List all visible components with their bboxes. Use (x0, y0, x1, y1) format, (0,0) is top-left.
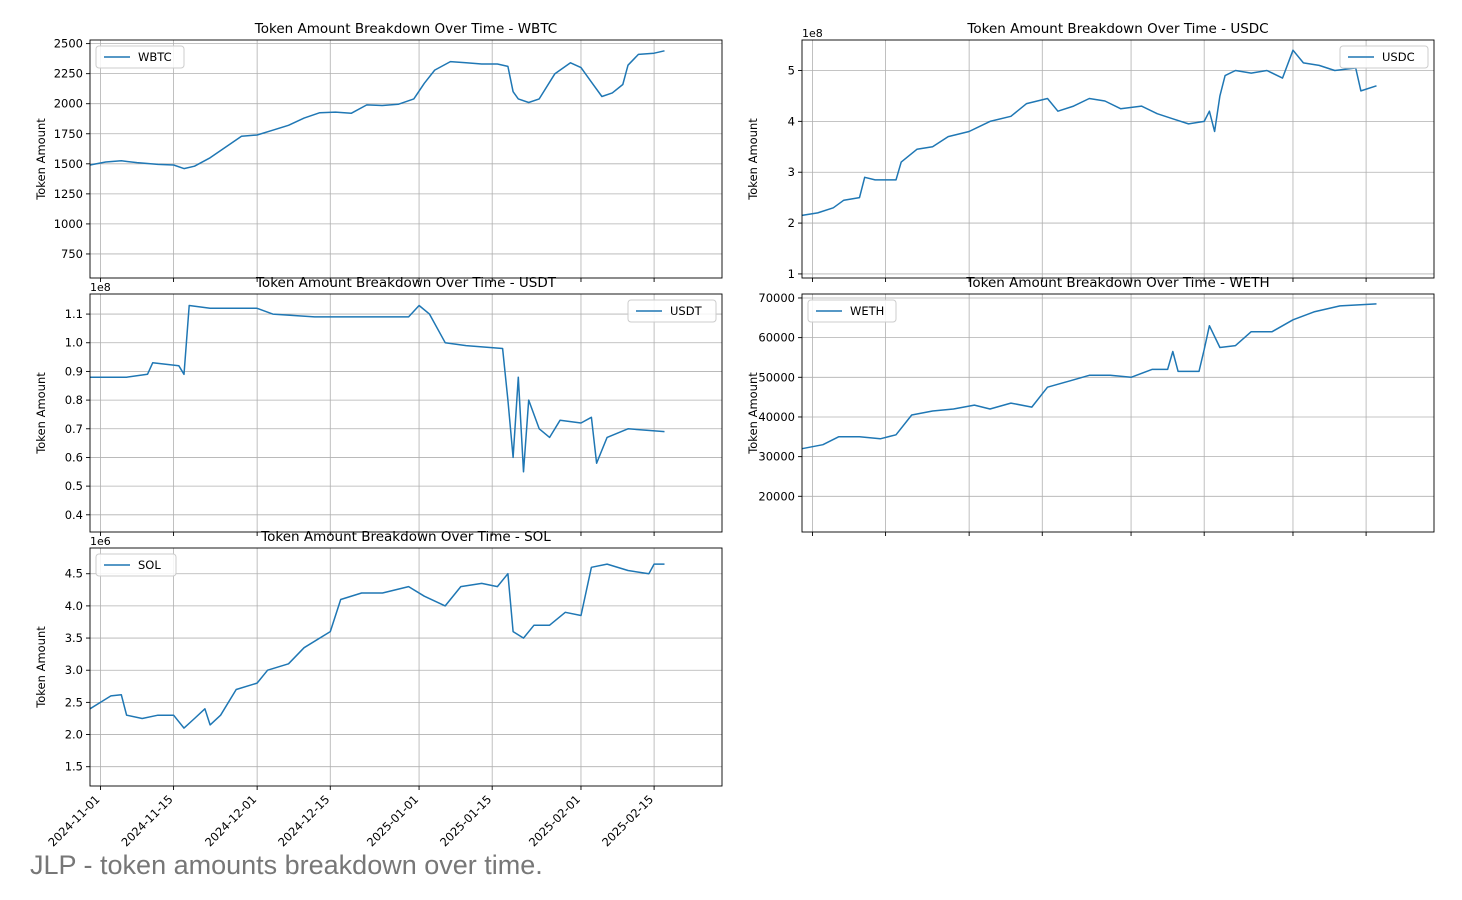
y-tick-label: 70000 (758, 291, 795, 305)
y-tick-label: 50000 (758, 370, 795, 384)
y-tick-label: 5 (788, 64, 795, 78)
y-axis-label: Token Amount (746, 118, 760, 201)
legend-label: USDT (670, 304, 703, 318)
chart-title: Token Amount Breakdown Over Time - WETH (965, 275, 1269, 291)
series-line-sol (89, 563, 665, 729)
x-tick-label: 2024-12-15 (275, 792, 332, 849)
y-tick-label: 3 (788, 165, 795, 179)
y-tick-label: 2.0 (65, 728, 83, 742)
y-tick-label: 750 (61, 247, 83, 261)
series-line-weth (801, 303, 1377, 450)
chart-usdt: 0.4 0.5 0.6 0.7 0.8 0.9 1.0 1.1 Token Amount Bre… (34, 275, 723, 536)
y-tick-label: 0.6 (65, 450, 83, 464)
y-tick-label: 1500 (54, 157, 83, 171)
legend-label: WETH (850, 304, 884, 318)
y-tick-label: 3.0 (65, 663, 83, 677)
y-tick-label: 40000 (758, 410, 795, 424)
y-tick-label: 1750 (54, 127, 83, 141)
legend-label: SOL (138, 558, 161, 572)
x-tick-label: 2025-02-01 (526, 792, 583, 849)
chart-title: Token Amount Breakdown Over Time - WBTC (254, 21, 557, 37)
y-tick-label: 1.5 (65, 760, 83, 774)
y-tick-label: 4 (788, 114, 795, 128)
y-axis-label: Token Amount (34, 118, 48, 201)
axes-frame (89, 39, 723, 279)
legend-box (627, 299, 717, 323)
y-tick-label: 4.0 (65, 599, 83, 613)
y-axis-label: Token Amount (34, 626, 48, 709)
y-tick-label: 3.5 (65, 631, 83, 645)
legend: SOL (95, 553, 177, 577)
chart-title: Token Amount Breakdown Over Time - USDC (966, 21, 1268, 37)
y-tick-label: 1000 (54, 217, 83, 231)
chart-title: Token Amount Breakdown Over Time - USDT (255, 275, 557, 291)
y-tick-label: 0.4 (65, 508, 83, 522)
chart-weth: 20000 30000 40000 50000 60000 70000 Token Amou… (746, 275, 1435, 536)
y-tick-label: 0.8 (65, 393, 83, 407)
y-axis-label: Token Amount (746, 372, 760, 455)
y-tick-label: 1 (788, 267, 795, 281)
y-tick-label: 30000 (758, 450, 795, 464)
x-tick-label: 2025-01-01 (364, 792, 421, 849)
legend-label: USDC (1382, 50, 1415, 64)
y-tick-label: 60000 (758, 331, 795, 345)
y-axis-label: Token Amount (34, 372, 48, 455)
chart-sol: 1.5 2.0 2.5 3.0 3.5 4.0 4.5 2024-11-01 2024-11-1… (34, 529, 723, 849)
figure-caption: JLP - token amounts breakdown over time. (30, 850, 543, 880)
y-tick-label: 1.0 (65, 336, 83, 350)
axes-frame (89, 293, 723, 533)
legend-label: WBTC (138, 50, 172, 64)
y-tick-label: 2250 (54, 67, 83, 81)
y-offset-text: 1e8 (90, 281, 111, 294)
y-tick-label: 0.9 (65, 364, 83, 378)
x-tick-label: 2024-11-01 (45, 792, 102, 849)
y-tick-label: 2.5 (65, 695, 83, 709)
y-tick-label: 2500 (54, 37, 83, 51)
y-tick-label: 0.5 (65, 479, 83, 493)
figure: 750 1000 1250 1500 1750 2000 2250 2500 Token Amo… (34, 21, 1435, 849)
y-tick-label: 1.1 (65, 307, 83, 321)
legend: WETH (807, 299, 897, 323)
x-tick-label: 2024-11-15 (119, 792, 176, 849)
series-line-usdc (801, 49, 1377, 217)
y-tick-label: 2000 (54, 97, 83, 111)
y-offset-text: 1e8 (802, 27, 823, 40)
chart-title: Token Amount Breakdown Over Time - SOL (260, 529, 551, 545)
legend: WBTC (95, 45, 185, 69)
y-tick-label: 1250 (54, 187, 83, 201)
axes-frame (801, 293, 1435, 533)
y-tick-label: 2 (788, 216, 795, 230)
chart-wbtc: 750 1000 1250 1500 1750 2000 2250 2500 Token Amo… (34, 21, 723, 282)
axes-frame (89, 547, 723, 787)
legend-box (95, 45, 185, 69)
y-tick-label: 20000 (758, 489, 795, 503)
y-tick-label: 0.7 (65, 422, 83, 436)
x-tick-label: 2025-02-15 (599, 792, 656, 849)
legend-box (807, 299, 897, 323)
legend-box (95, 553, 177, 577)
y-offset-text: 1e6 (90, 535, 111, 548)
x-tick-label: 2025-01-15 (437, 792, 494, 849)
series-line-usdt (90, 304, 665, 473)
legend: USDT (627, 299, 717, 323)
x-tick-label: 2024-12-01 (202, 792, 259, 849)
chart-usdc: 1 2 3 4 5 Token Amount Breakdown Over Time - … (746, 21, 1435, 282)
axes-frame (801, 39, 1435, 279)
legend-box (1339, 45, 1429, 69)
y-tick-label: 4.5 (65, 567, 83, 581)
series-line-wbtc (89, 50, 665, 170)
legend: USDC (1339, 45, 1429, 69)
